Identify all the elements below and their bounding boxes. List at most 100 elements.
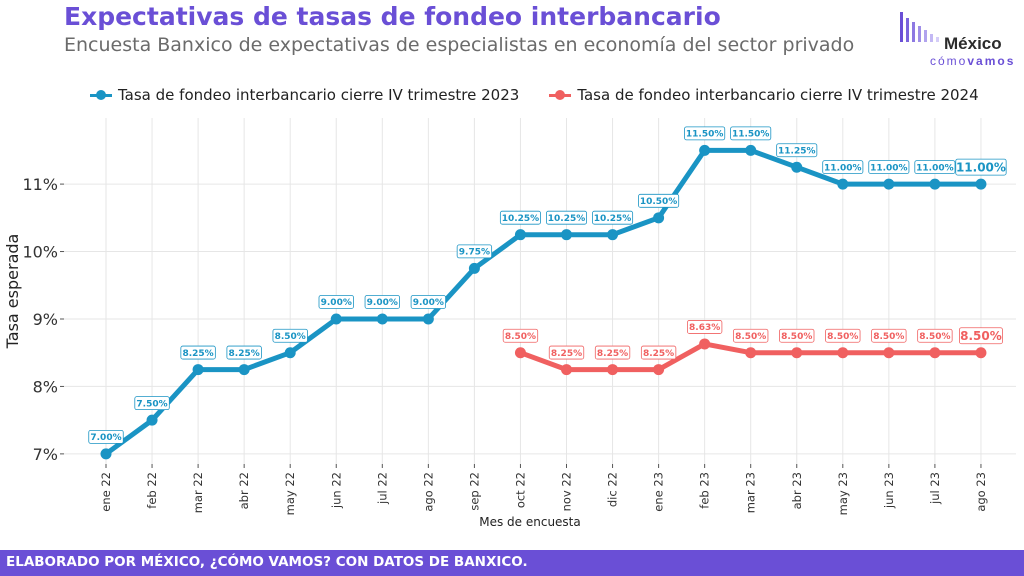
x-tick-label: abr 23 — [790, 472, 804, 509]
y-axis-label: Tasa esperada — [3, 234, 22, 350]
x-tick-label: may 23 — [836, 472, 850, 515]
legend-item-2023: Tasa de fondeo interbancario cierre IV t… — [90, 86, 519, 104]
data-label-box — [180, 345, 216, 360]
data-label-box — [868, 160, 910, 174]
data-point — [514, 229, 526, 241]
data-label-box — [955, 158, 1007, 176]
legend-label-2023: Tasa de fondeo interbancario cierre IV t… — [118, 86, 520, 104]
x-tick-label: ago 23 — [974, 472, 988, 512]
data-label: 8.25% — [597, 349, 628, 359]
x-tick-label: ene 22 — [99, 472, 113, 512]
data-label-box — [226, 345, 262, 360]
data-point — [653, 212, 665, 224]
data-point — [146, 414, 158, 426]
data-label: 11.25% — [778, 146, 816, 156]
x-tick-label: sep 22 — [467, 472, 481, 511]
data-label-box — [871, 328, 907, 343]
x-tick-label: ene 23 — [652, 472, 666, 512]
data-point — [468, 262, 480, 274]
data-point — [561, 364, 572, 376]
data-point — [745, 144, 757, 156]
logo: México cómovamos — [896, 8, 1020, 70]
data-point — [100, 448, 112, 460]
data-label: 10.25% — [594, 214, 632, 224]
data-label-box — [914, 160, 956, 174]
data-point — [330, 313, 342, 325]
chart-subtitle: Encuesta Banxico de expectativas de espe… — [64, 34, 855, 56]
x-tick-label: ago 22 — [421, 472, 435, 512]
data-label: 9.00% — [367, 298, 398, 308]
data-label: 8.50% — [505, 332, 536, 342]
footer-bar: ELABORADO POR MÉXICO, ¿CÓMO VAMOS? CON D… — [0, 550, 1024, 576]
series-line-1 — [103, 147, 984, 457]
x-tick-label: abr 22 — [237, 472, 251, 509]
data-label-box — [917, 328, 953, 343]
data-point — [929, 347, 941, 359]
x-tick-label: feb 22 — [145, 472, 159, 509]
x-tick-label: jul 22 — [375, 472, 389, 505]
data-point — [975, 347, 987, 359]
x-tick-label: oct 22 — [513, 472, 527, 508]
legend: Tasa de fondeo interbancario cierre IV t… — [90, 84, 979, 106]
data-point — [192, 364, 204, 376]
data-label: 11.00% — [870, 163, 908, 173]
legend-swatch-2023 — [90, 88, 112, 102]
data-label: 8.50% — [735, 332, 766, 342]
footer-credit: ELABORADO POR MÉXICO, ¿CÓMO VAMOS? CON D… — [6, 554, 528, 570]
data-label-box — [638, 193, 680, 208]
legend-label-2024: Tasa de fondeo interbancario cierre IV t… — [577, 86, 979, 104]
data-label: 8.50% — [781, 332, 812, 342]
data-point — [929, 178, 941, 190]
data-point — [607, 229, 619, 241]
data-label-box — [318, 295, 354, 309]
data-point — [745, 347, 757, 359]
x-tick-label: may 22 — [283, 472, 297, 515]
data-label: 8.63% — [689, 323, 720, 333]
data-point — [284, 347, 296, 359]
data-label-box — [730, 126, 772, 141]
data-label-box — [88, 429, 124, 444]
data-label: 8.50% — [919, 332, 950, 342]
data-label: 8.50% — [275, 332, 306, 342]
data-label: 7.00% — [90, 433, 121, 443]
data-label-box — [822, 160, 864, 174]
data-label: 11.00% — [824, 163, 862, 173]
data-point — [514, 347, 526, 359]
data-label-box — [546, 210, 588, 225]
x-tick-label: mar 23 — [744, 472, 758, 513]
data-label-box — [776, 143, 818, 158]
data-point — [699, 338, 711, 350]
data-label: 11.00% — [916, 163, 954, 173]
data-point — [422, 313, 434, 325]
y-tick-label: 7% — [33, 445, 58, 464]
data-label: 11.00% — [956, 160, 1006, 174]
y-tick-label: 8% — [33, 377, 58, 396]
data-point — [791, 347, 803, 359]
data-point — [883, 178, 895, 190]
data-label: 10.25% — [502, 214, 540, 224]
x-tick-label: jun 22 — [329, 472, 343, 509]
data-point — [837, 347, 849, 359]
data-label: 8.25% — [182, 349, 213, 359]
data-label-box — [456, 244, 493, 259]
x-tick-label: mar 22 — [191, 472, 205, 513]
data-label: 11.50% — [686, 130, 724, 140]
data-label: 8.50% — [873, 332, 904, 342]
data-label-box — [959, 327, 1003, 345]
data-label-box — [592, 210, 634, 225]
data-label-box — [825, 328, 861, 343]
data-label: 11.50% — [732, 130, 770, 140]
data-point — [607, 364, 619, 376]
x-tick-label: feb 23 — [698, 472, 712, 509]
legend-item-2024: Tasa de fondeo interbancario cierre IV t… — [549, 86, 979, 104]
logo-wordmark: México — [944, 34, 1002, 53]
data-label-box — [364, 295, 400, 309]
x-tick-label: nov 22 — [560, 472, 574, 511]
data-label: 8.25% — [551, 349, 582, 359]
data-label: 8.50% — [827, 332, 858, 342]
data-label: 8.50% — [960, 329, 1002, 343]
data-label-box — [502, 328, 539, 343]
data-point — [791, 161, 803, 173]
data-point — [975, 178, 987, 190]
data-label-box — [733, 328, 769, 343]
